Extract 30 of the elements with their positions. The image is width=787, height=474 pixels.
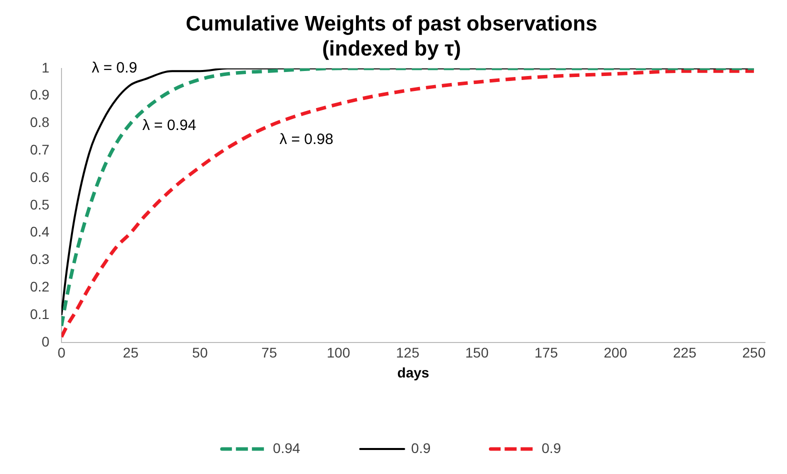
y-tick-label: 0.1 (30, 306, 50, 322)
x-axis-title: days (397, 364, 430, 380)
y-tick-label: 0.3 (30, 251, 50, 268)
y-tick-label: 0.2 (30, 278, 50, 294)
x-tick-label: 25 (122, 344, 139, 361)
x-tick-label: 150 (465, 344, 489, 361)
x-tick-label: 225 (672, 344, 697, 361)
x-tick-label: 50 (192, 344, 208, 361)
x-tick-label: 250 (742, 344, 766, 361)
x-tick-label: 75 (261, 344, 278, 361)
x-tick-label: 125 (396, 344, 420, 361)
legend-label: 0.94 (272, 440, 300, 456)
x-tick-label: 200 (604, 344, 628, 361)
y-tick-label: 0.6 (30, 168, 50, 185)
y-tick-label: 0.5 (30, 196, 50, 212)
legend-label: 0.9 (542, 440, 562, 456)
x-tick-label: 0 (58, 344, 66, 361)
annotation: λ = 0.94 (142, 117, 196, 134)
x-tick-label: 175 (534, 344, 558, 361)
chart-title: Cumulative Weights of past observations (indexed by τ) (186, 12, 598, 61)
y-tick-label: 0.4 (30, 224, 50, 240)
legend-label: 0.9 (411, 440, 431, 456)
y-tick-label: 1 (42, 59, 50, 76)
y-tick-label: 0.9 (30, 86, 50, 103)
annotation: λ = 0.98 (280, 130, 334, 148)
annotation: λ = 0.9 (92, 60, 138, 77)
y-tick-label: 0.7 (30, 141, 50, 158)
x-tick-label: 100 (326, 344, 350, 361)
y-tick-label: 0.8 (30, 114, 50, 130)
y-tick-label: 0 (42, 333, 50, 350)
